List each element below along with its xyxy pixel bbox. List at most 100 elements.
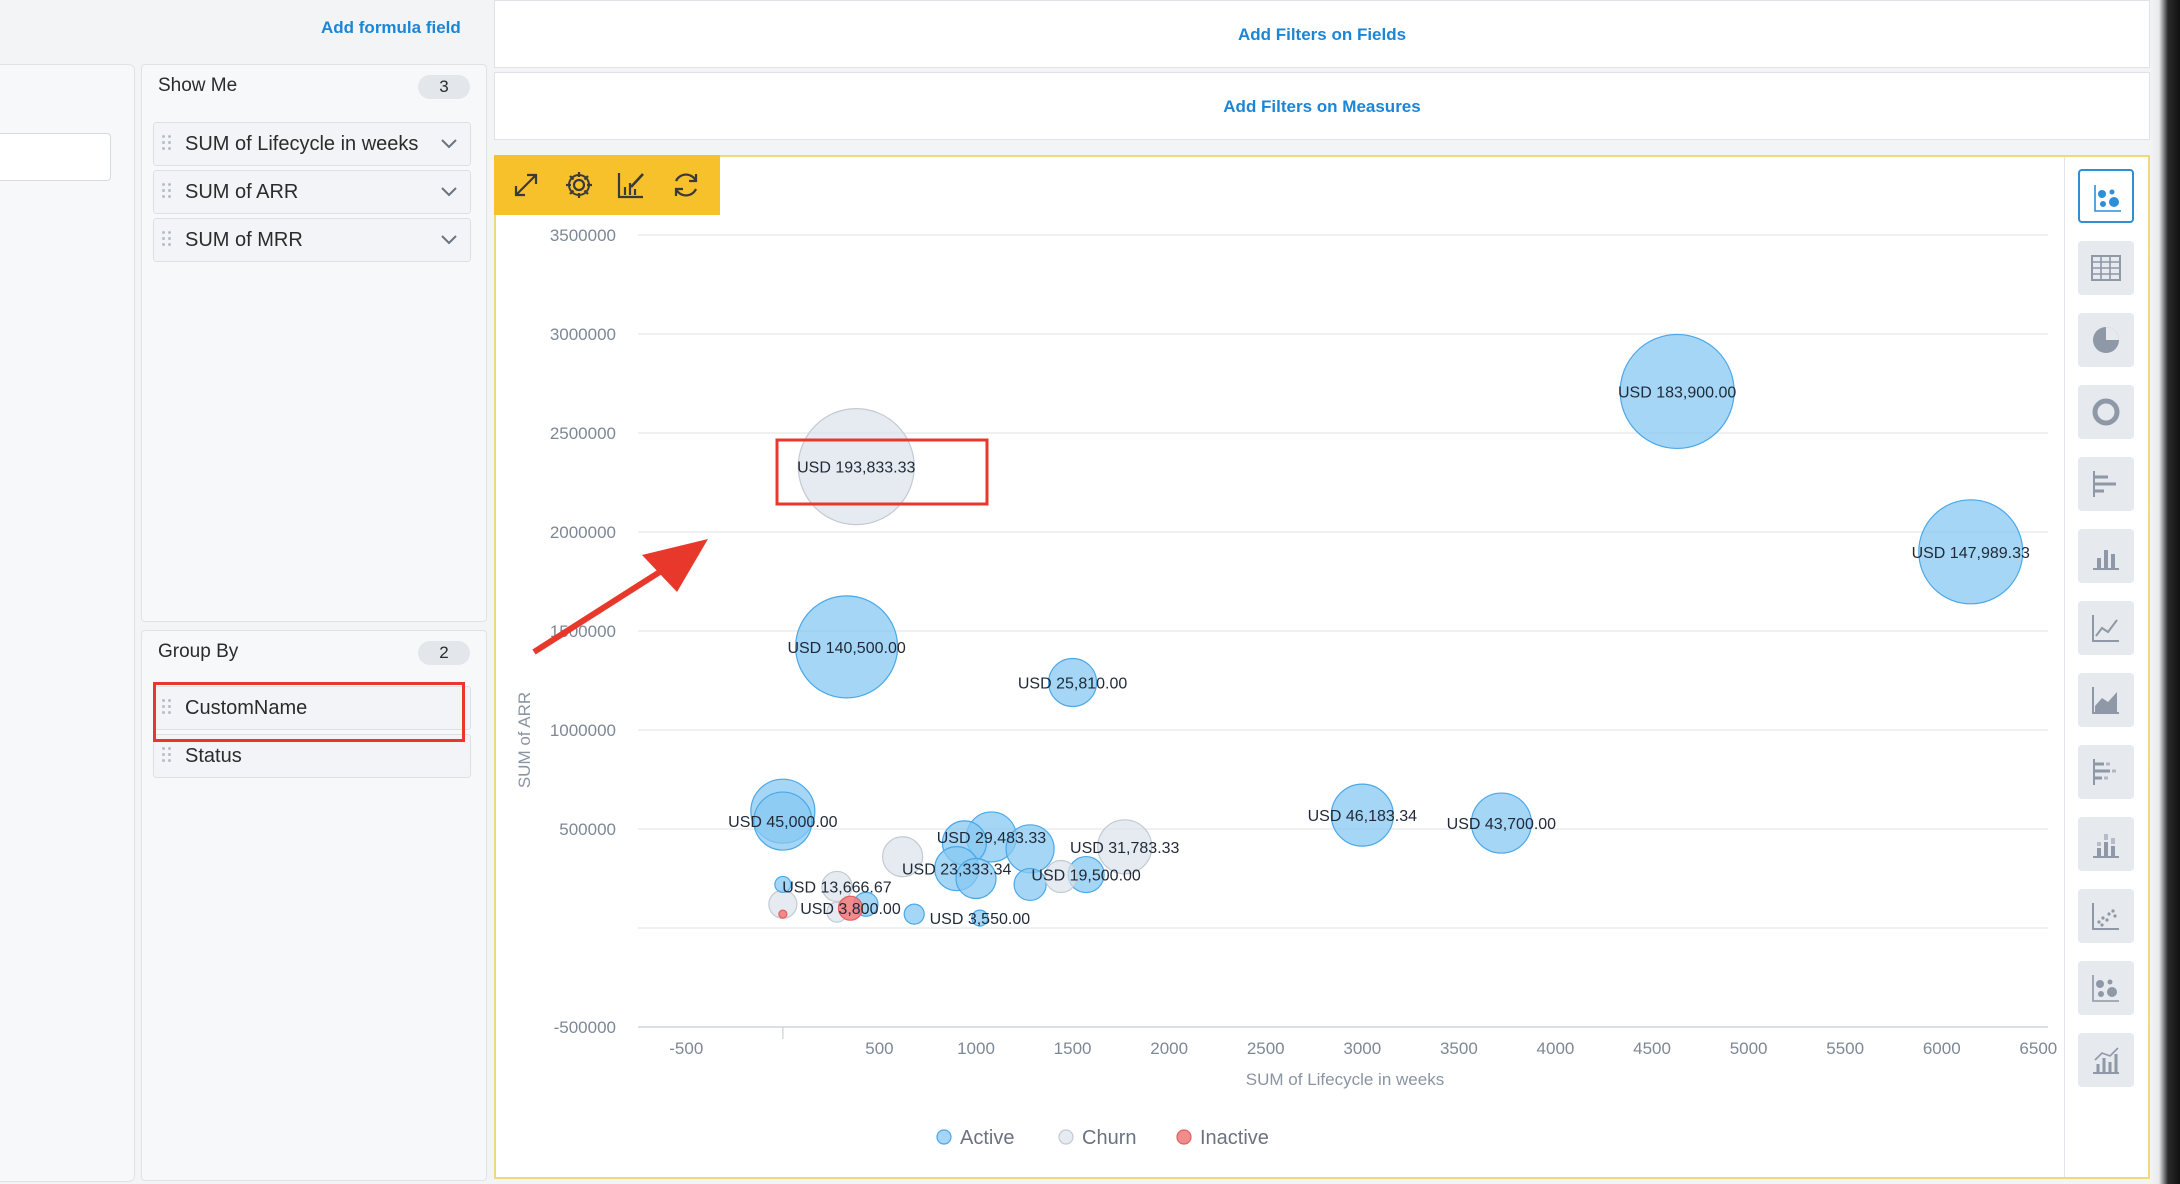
stacked-horizontal-bar-chart-icon	[2093, 759, 2116, 785]
y-tick-label: 2000000	[550, 523, 616, 542]
expand-icon[interactable]	[510, 169, 542, 201]
bubble-data-label: USD 19,500.00	[1031, 868, 1141, 885]
bubble-active[interactable]	[1013, 867, 1047, 902]
bubble-churn[interactable]	[797, 408, 915, 526]
bubble-inactive[interactable]	[778, 909, 788, 919]
bubble-active[interactable]	[795, 595, 899, 699]
x-tick-label: 1000	[957, 1039, 995, 1058]
bubble-active[interactable]	[1047, 657, 1098, 708]
chart-type-bubble-button[interactable]	[2078, 961, 2134, 1015]
y-tick-label: 3500000	[550, 226, 616, 245]
chart-type-area-button[interactable]	[2078, 673, 2134, 727]
refresh-icon[interactable]	[670, 169, 702, 201]
bubble-active[interactable]	[971, 909, 989, 927]
legend-label-churn[interactable]: Churn	[1082, 1127, 1136, 1149]
chart-type-column-button[interactable]	[2078, 529, 2134, 583]
y-tick-label: 3000000	[550, 325, 616, 344]
show-me-panel: Show Me 3 SUM of Lifecycle in weeks SUM …	[141, 64, 487, 622]
chart-type-pie-button[interactable]	[2078, 313, 2134, 367]
add-field-filters-link[interactable]: Add Filters on Fields	[1237, 25, 1407, 44]
chart-type-combo-button[interactable]	[2078, 1033, 2134, 1087]
group-field-label: CustomName	[185, 697, 308, 719]
chart-type-table-button[interactable]	[2078, 241, 2134, 295]
chart-type-divider	[2064, 157, 2065, 1177]
x-axis-title: SUM of Lifecycle in weeks	[1246, 1070, 1444, 1089]
drag-handle-icon[interactable]	[162, 231, 172, 251]
x-tick-label: 1500	[1054, 1039, 1092, 1058]
bubble-data-label: USD 13,666.67	[782, 879, 892, 896]
group-by-count-badge: 2	[418, 641, 470, 665]
bubble-active[interactable]	[903, 903, 925, 925]
x-tick-label: 2500	[1247, 1039, 1285, 1058]
bubble-data-label: USD 25,810.00	[1018, 675, 1128, 692]
x-tick-label: 3000	[1343, 1039, 1381, 1058]
add-measure-filters-link[interactable]: Add Filters on Measures	[1223, 97, 1421, 116]
drag-handle-icon[interactable]	[162, 135, 172, 155]
bubble-data-label: USD 45,000.00	[728, 814, 838, 831]
gear-icon[interactable]	[563, 169, 595, 201]
chart-type-bubble-button[interactable]	[2078, 169, 2134, 223]
measure-field-label: SUM of Lifecycle in weeks	[185, 133, 419, 155]
chevron-down-icon[interactable]	[440, 137, 458, 151]
group-field-status[interactable]: Status	[153, 734, 471, 778]
donut-chart-icon	[2092, 398, 2120, 426]
x-tick-label: 500	[865, 1039, 893, 1058]
bubble-data-label: USD 147,989.33	[1912, 545, 2030, 562]
pie-chart-icon	[2093, 327, 2119, 353]
drag-handle-icon[interactable]	[162, 183, 172, 203]
bubble-data-label: USD 43,700.00	[1447, 816, 1557, 833]
scatter-chart-icon	[2092, 903, 2119, 930]
legend-marker-inactive	[1176, 1129, 1192, 1145]
bubble-active[interactable]	[1619, 333, 1735, 450]
bubble-churn[interactable]	[1097, 819, 1153, 875]
x-tick-label: 3500	[1440, 1039, 1478, 1058]
x-tick-label: 4500	[1633, 1039, 1671, 1058]
bubble-churn[interactable]	[882, 836, 924, 878]
bubble-active[interactable]	[955, 857, 997, 900]
measure-field-arr[interactable]: SUM of ARR	[153, 170, 471, 214]
y-tick-label: 2500000	[550, 424, 616, 443]
measure-filters-bar: Add Filters on Measures	[494, 72, 2150, 140]
chart-type-stacked-column-button[interactable]	[2078, 817, 2134, 871]
area-chart-icon	[2092, 687, 2119, 714]
bubble-churn[interactable]	[821, 870, 853, 903]
field-search-input[interactable]	[0, 133, 111, 181]
bubble-data-label: USD 46,183.34	[1308, 808, 1418, 825]
window-edge	[2150, 0, 2180, 1184]
group-field-customname[interactable]: CustomName	[153, 686, 471, 730]
bubble-active[interactable]	[753, 791, 813, 851]
bubble-data-label: USD 31,783.33	[1070, 840, 1180, 857]
bubble-active[interactable]	[774, 875, 792, 894]
column-chart-icon	[2093, 550, 2119, 570]
bubble-inactive[interactable]	[837, 895, 864, 921]
y-tick-label: 500000	[559, 820, 616, 839]
measure-field-mrr[interactable]: SUM of MRR	[153, 218, 471, 262]
legend-marker-active	[936, 1129, 952, 1145]
chart-type-scatter-button[interactable]	[2078, 889, 2134, 943]
bubble-churn[interactable]	[1044, 859, 1078, 894]
bubble-chart-icon	[2092, 975, 2119, 1002]
legend-marker-churn	[1058, 1129, 1074, 1145]
drag-handle-icon[interactable]	[162, 747, 172, 767]
chart-type-horizontal-bar-button[interactable]	[2078, 457, 2134, 511]
chart-type-stacked-horizontal-bar-button[interactable]	[2078, 745, 2134, 799]
add-formula-field-link[interactable]: Add formula field	[321, 18, 461, 37]
show-me-title: Show Me	[158, 75, 238, 96]
x-tick-label: 2000	[1150, 1039, 1188, 1058]
chart-type-line-button[interactable]	[2078, 601, 2134, 655]
show-me-count-badge: 3	[418, 75, 470, 99]
bubble-active[interactable]	[1918, 499, 2024, 605]
y-axis-title: SUM of ARR	[515, 692, 534, 788]
chart-type-donut-button[interactable]	[2078, 385, 2134, 439]
bubble-active[interactable]	[1470, 792, 1532, 854]
chevron-down-icon[interactable]	[440, 185, 458, 199]
y-tick-label: -500000	[554, 1018, 616, 1037]
bubble-active[interactable]	[1330, 783, 1394, 847]
chart-edit-icon[interactable]	[615, 169, 647, 201]
chart-legend: Active Churn Inactive	[936, 1127, 1269, 1149]
legend-label-inactive[interactable]: Inactive	[1200, 1127, 1269, 1149]
chevron-down-icon[interactable]	[440, 233, 458, 247]
drag-handle-icon[interactable]	[162, 699, 172, 719]
legend-label-active[interactable]: Active	[960, 1127, 1014, 1149]
measure-field-lifecycle[interactable]: SUM of Lifecycle in weeks	[153, 122, 471, 166]
